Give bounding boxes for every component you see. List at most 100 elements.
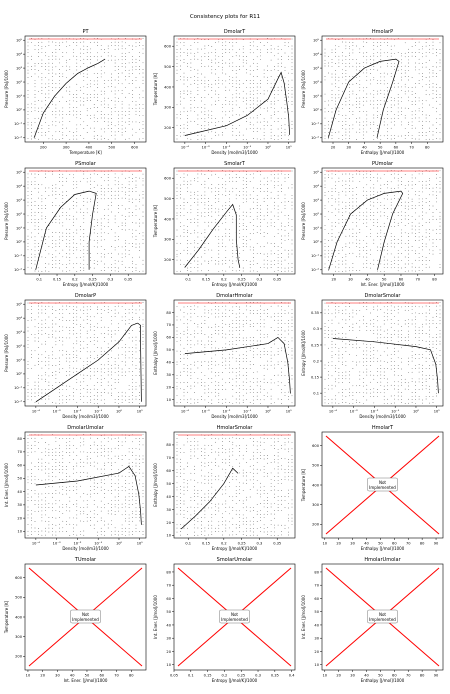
grid-point bbox=[253, 83, 254, 84]
grid-point bbox=[97, 174, 98, 175]
grid-point bbox=[198, 226, 199, 227]
grid-point bbox=[292, 202, 293, 203]
grid-point bbox=[184, 135, 185, 136]
grid-point bbox=[384, 104, 385, 105]
grid-point bbox=[73, 107, 74, 108]
grid-point bbox=[288, 59, 289, 60]
grid-point bbox=[28, 327, 29, 328]
grid-point bbox=[143, 320, 144, 321]
grid-point bbox=[111, 56, 112, 57]
grid-point bbox=[38, 327, 39, 328]
grid-point bbox=[419, 59, 420, 60]
grid-point bbox=[419, 108, 420, 109]
grid-point bbox=[205, 208, 206, 209]
grid-point bbox=[52, 313, 53, 314]
grid-point bbox=[218, 239, 219, 240]
grid-point bbox=[391, 66, 392, 67]
grid-point bbox=[370, 174, 371, 175]
grid-point bbox=[211, 60, 212, 61]
grid-point bbox=[205, 83, 206, 84]
grid-point bbox=[108, 114, 109, 115]
grid-point bbox=[433, 230, 434, 231]
grid-point bbox=[52, 236, 53, 237]
chart-title: SmolarT bbox=[224, 161, 246, 167]
grid-point bbox=[143, 313, 144, 314]
grid-point bbox=[194, 107, 195, 108]
grid-point bbox=[101, 101, 102, 102]
grid-point bbox=[184, 323, 185, 324]
grid-point bbox=[328, 211, 329, 212]
grid-point bbox=[211, 66, 212, 67]
grid-point bbox=[108, 125, 109, 126]
grid-point bbox=[97, 52, 98, 53]
grid-point bbox=[412, 233, 413, 234]
grid-point bbox=[377, 94, 378, 95]
grid-point bbox=[42, 201, 43, 202]
grid-point bbox=[129, 368, 130, 369]
grid-point bbox=[370, 180, 371, 181]
grid-point bbox=[218, 194, 219, 195]
grid-point bbox=[278, 100, 279, 101]
grid-point bbox=[349, 178, 350, 179]
grid-point bbox=[136, 340, 137, 341]
grid-point bbox=[42, 66, 43, 67]
grid-point bbox=[225, 222, 226, 223]
grid-point bbox=[274, 101, 275, 102]
grid-point bbox=[136, 313, 137, 314]
grid-point bbox=[35, 260, 36, 261]
grid-point bbox=[408, 63, 409, 64]
grid-point bbox=[440, 53, 441, 54]
grid-point bbox=[97, 42, 98, 43]
grid-point bbox=[56, 194, 57, 195]
grid-point bbox=[208, 212, 209, 213]
grid-point bbox=[76, 389, 77, 390]
grid-point bbox=[184, 98, 185, 99]
grid-point bbox=[274, 80, 275, 81]
grid-point bbox=[73, 399, 74, 400]
grid-point bbox=[115, 271, 116, 272]
grid-point bbox=[201, 174, 202, 175]
grid-point bbox=[246, 201, 247, 202]
grid-point bbox=[104, 341, 105, 342]
grid-point bbox=[132, 181, 133, 182]
grid-point bbox=[125, 393, 126, 394]
grid-point bbox=[129, 111, 130, 112]
grid-point bbox=[194, 386, 195, 387]
grid-point bbox=[31, 191, 32, 192]
grid-point bbox=[271, 212, 272, 213]
grid-point bbox=[198, 90, 199, 91]
grid-point bbox=[139, 386, 140, 387]
saturation-curve bbox=[36, 191, 96, 270]
grid-point bbox=[419, 216, 420, 217]
grid-point bbox=[278, 181, 279, 182]
grid-point bbox=[177, 375, 178, 376]
grid-point bbox=[281, 135, 282, 136]
grid-point bbox=[285, 268, 286, 269]
grid-point bbox=[292, 53, 293, 54]
grid-point bbox=[56, 83, 57, 84]
grid-point bbox=[69, 365, 70, 366]
grid-point bbox=[143, 337, 144, 338]
grid-point bbox=[90, 327, 91, 328]
grid-point bbox=[122, 264, 123, 265]
grid-point bbox=[370, 94, 371, 95]
grid-point bbox=[187, 111, 188, 112]
grid-point bbox=[49, 327, 50, 328]
grid-point bbox=[353, 191, 354, 192]
grid-point bbox=[222, 53, 223, 54]
grid-point bbox=[90, 402, 91, 403]
grid-point bbox=[208, 327, 209, 328]
grid-point bbox=[49, 70, 50, 71]
grid-point bbox=[143, 181, 144, 182]
grid-point bbox=[97, 94, 98, 95]
grid-point bbox=[271, 87, 272, 88]
grid-point bbox=[236, 139, 237, 140]
grid-point bbox=[380, 53, 381, 54]
grid-point bbox=[225, 175, 226, 176]
grid-point bbox=[80, 49, 81, 50]
grid-point bbox=[366, 174, 367, 175]
grid-point bbox=[332, 52, 333, 53]
grid-point bbox=[87, 358, 88, 359]
grid-point bbox=[180, 94, 181, 95]
grid-point bbox=[222, 132, 223, 133]
